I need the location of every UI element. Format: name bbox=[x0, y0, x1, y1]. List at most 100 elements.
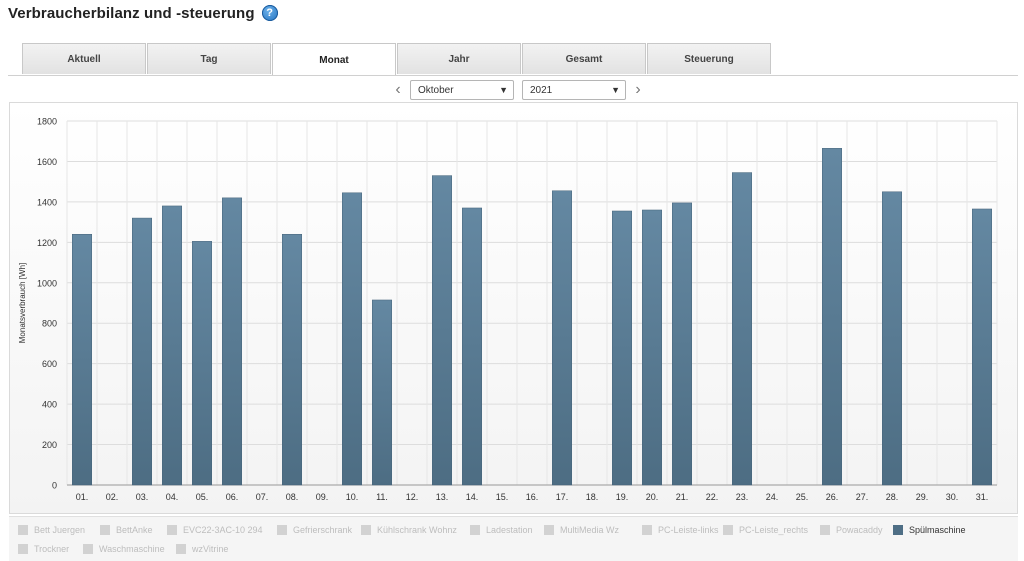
legend-item[interactable]: Powacaddy bbox=[820, 525, 883, 535]
bar bbox=[162, 205, 182, 486]
x-tick-label: 01. bbox=[76, 492, 89, 502]
legend-swatch-icon bbox=[361, 525, 371, 535]
period-selector: ‹ Oktober ▼ 2021 ▼ › bbox=[390, 79, 646, 101]
tab-jahr[interactable]: Jahr bbox=[397, 43, 521, 74]
legend-swatch-icon bbox=[893, 525, 903, 535]
x-tick-label: 08. bbox=[286, 492, 299, 502]
month-select-value: Oktober bbox=[418, 84, 454, 96]
bar bbox=[822, 148, 842, 486]
month-select[interactable]: Oktober ▼ bbox=[410, 80, 514, 100]
chevron-down-icon: ▼ bbox=[611, 85, 620, 95]
x-tick-label: 09. bbox=[316, 492, 329, 502]
y-tick-label: 1600 bbox=[37, 157, 57, 167]
x-tick-label: 07. bbox=[256, 492, 269, 502]
legend-swatch-icon bbox=[277, 525, 287, 535]
x-tick-label: 26. bbox=[826, 492, 839, 502]
legend-item[interactable]: Spülmaschine bbox=[893, 525, 966, 535]
x-tick-label: 16. bbox=[526, 492, 539, 502]
previous-month-icon[interactable]: ‹ bbox=[395, 81, 401, 98]
legend-label: PC-Leiste-links bbox=[658, 525, 719, 535]
legend-item[interactable]: wzVitrine bbox=[176, 544, 228, 554]
y-tick-label: 600 bbox=[42, 359, 57, 369]
x-tick-label: 20. bbox=[646, 492, 659, 502]
legend-label: EVC22-3AC-10 294 bbox=[183, 525, 263, 535]
x-tick-label: 18. bbox=[586, 492, 599, 502]
legend-item[interactable]: BettAnke bbox=[100, 525, 153, 535]
x-tick-label: 23. bbox=[736, 492, 749, 502]
x-tick-label: 15. bbox=[496, 492, 509, 502]
bar bbox=[342, 192, 362, 486]
y-axis-label: Monatsverbrauch [Wh] bbox=[18, 263, 27, 343]
legend-item[interactable]: Kühlschrank Wohnz bbox=[361, 525, 457, 535]
legend-item[interactable]: Trockner bbox=[18, 544, 69, 554]
legend-label: Kühlschrank Wohnz bbox=[377, 525, 457, 535]
legend-label: wzVitrine bbox=[192, 544, 229, 554]
tab-aktuell[interactable]: Aktuell bbox=[22, 43, 146, 74]
x-tick-label: 24. bbox=[766, 492, 779, 502]
x-tick-label: 22. bbox=[706, 492, 719, 502]
x-tick-label: 17. bbox=[556, 492, 569, 502]
legend-swatch-icon bbox=[83, 544, 93, 554]
legend-item[interactable]: EVC22-3AC-10 294 bbox=[167, 525, 263, 535]
y-tick-label: 0 bbox=[52, 481, 57, 491]
bar bbox=[132, 217, 152, 486]
bar bbox=[432, 175, 452, 486]
y-tick-label: 1800 bbox=[37, 117, 57, 127]
year-select[interactable]: 2021 ▼ bbox=[522, 80, 626, 100]
legend-item[interactable]: MultiMedia Wz bbox=[544, 525, 619, 535]
bar bbox=[612, 210, 632, 486]
consumption-chart: 0 200 400 600 800 1000 1200 1400 1600 1800 01. 02. 0… bbox=[18, 117, 998, 502]
legend-label: BettAnke bbox=[116, 525, 153, 535]
legend-item[interactable]: PC-Leiste_rechts bbox=[723, 525, 808, 535]
x-tick-label: 05. bbox=[196, 492, 209, 502]
legend-label: Powacaddy bbox=[836, 525, 883, 535]
legend-swatch-icon bbox=[820, 525, 830, 535]
tab-monat[interactable]: Monat bbox=[272, 43, 396, 76]
year-select-value: 2021 bbox=[530, 84, 553, 96]
y-tick-label: 1000 bbox=[37, 278, 57, 288]
help-icon[interactable]: ? bbox=[261, 5, 278, 21]
x-tick-label: 11. bbox=[376, 492, 388, 502]
legend-swatch-icon bbox=[642, 525, 652, 535]
legend-item[interactable]: Waschmaschine bbox=[83, 544, 165, 554]
x-tick-label: 03. bbox=[136, 492, 149, 502]
bar bbox=[462, 207, 482, 486]
tab-gesamt[interactable]: Gesamt bbox=[522, 43, 646, 74]
bar bbox=[72, 233, 92, 486]
legend-item[interactable]: PC-Leiste-links bbox=[642, 525, 719, 535]
legend-label: Trockner bbox=[34, 544, 70, 554]
tab-steuerung[interactable]: Steuerung bbox=[647, 43, 771, 74]
tab-divider bbox=[8, 75, 1018, 76]
legend-swatch-icon bbox=[18, 544, 28, 554]
x-tick-label: 04. bbox=[166, 492, 179, 502]
bar bbox=[732, 172, 752, 486]
x-tick-label: 31. bbox=[976, 492, 989, 502]
x-tick-label: 27. bbox=[856, 492, 869, 502]
legend-swatch-icon bbox=[100, 525, 110, 535]
legend-label: Gefrierschrank bbox=[293, 525, 353, 535]
x-tick-label: 13. bbox=[436, 492, 449, 502]
y-tick-label: 400 bbox=[42, 400, 57, 410]
legend-swatch-icon bbox=[470, 525, 480, 535]
legend-item[interactable]: Gefrierschrank bbox=[277, 525, 352, 535]
legend-label: Spülmaschine bbox=[909, 525, 966, 535]
y-tick-label: 800 bbox=[42, 319, 57, 329]
x-tick-label: 10. bbox=[346, 492, 359, 502]
bar bbox=[972, 208, 992, 486]
legend-item[interactable]: Bett Juergen bbox=[18, 525, 85, 535]
legend-item[interactable]: Ladestation bbox=[470, 525, 533, 535]
legend-label: PC-Leiste_rechts bbox=[739, 525, 809, 535]
bar bbox=[222, 197, 242, 486]
y-tick-label: 200 bbox=[42, 440, 57, 450]
x-tick-label: 06. bbox=[226, 492, 239, 502]
chevron-down-icon: ▼ bbox=[499, 85, 508, 95]
legend-swatch-icon bbox=[544, 525, 554, 535]
next-month-icon[interactable]: › bbox=[635, 81, 641, 98]
x-tick-label: 21. bbox=[676, 492, 689, 502]
legend-label: Bett Juergen bbox=[34, 525, 86, 535]
x-tick-label: 25. bbox=[796, 492, 809, 502]
legend-swatch-icon bbox=[18, 525, 28, 535]
chart-legend: Bett Juergen BettAnke EVC22-3AC-10 294 Gefr… bbox=[9, 516, 1018, 561]
legend-label: Waschmaschine bbox=[99, 544, 165, 554]
tab-tag[interactable]: Tag bbox=[147, 43, 271, 74]
